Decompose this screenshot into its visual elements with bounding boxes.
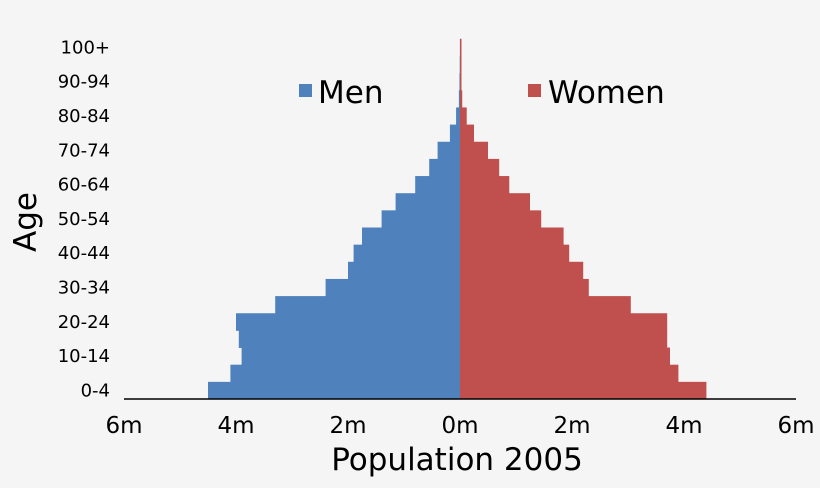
men-bar-80-84 <box>456 107 460 125</box>
women-bar-55-59 <box>460 193 530 211</box>
legend-men-label: Men <box>318 75 383 111</box>
women-bar-65-69 <box>460 158 500 177</box>
y-tick-label: 40-44 <box>58 243 110 264</box>
men-bar-25-29 <box>275 296 460 314</box>
x-axis-title: Population 2005 <box>331 442 583 478</box>
women-bar-85-89 <box>460 90 463 108</box>
women-bar-25-29 <box>460 296 631 314</box>
men-bar-5-9 <box>230 364 460 383</box>
women-bar-70-74 <box>460 141 488 160</box>
y-tick-labels: 0-4 10-14 20-24 30-34 40-44 50-54 60-64 70-74 80… <box>58 37 110 401</box>
y-tick-label: 100+ <box>61 37 110 58</box>
men-bar-85-89 <box>458 90 461 108</box>
women-bar-90-94 <box>460 73 462 91</box>
women-bar-20-24 <box>460 313 668 331</box>
women-bar-100+ <box>460 38 462 57</box>
y-tick-label: 20-24 <box>58 312 110 333</box>
women-bar-45-49 <box>460 227 564 246</box>
x-tick-label: 6m <box>105 413 142 439</box>
men-bar-20-24 <box>236 313 460 331</box>
women-bar-95-99 <box>460 56 462 74</box>
men-bar-75-79 <box>449 124 460 143</box>
men-bar-10-14 <box>241 347 460 366</box>
men-bar-40-44 <box>353 244 460 263</box>
legend-women-swatch <box>528 84 541 97</box>
y-axis-title: Age <box>8 192 44 252</box>
x-tick-labels: 6m 4m 2m 0m 2m 4m 6m <box>105 413 814 439</box>
men-bar-60-64 <box>415 176 460 194</box>
women-bar-10-14 <box>460 347 670 366</box>
x-tick-label: 4m <box>665 413 702 439</box>
women-bar-80-84 <box>460 107 467 125</box>
y-tick-label: 80-84 <box>58 106 110 127</box>
x-tick-label: 2m <box>329 413 366 439</box>
men-bar-0-4 <box>208 381 460 400</box>
men-bar-65-69 <box>429 158 460 177</box>
men-bar-30-34 <box>325 278 460 297</box>
men-bar-45-49 <box>362 227 460 246</box>
x-tick-label: 0m <box>441 413 478 439</box>
women-bar-75-79 <box>460 124 474 143</box>
women-bar-60-64 <box>460 176 510 194</box>
legend: Men Women <box>299 75 665 111</box>
women-bar-30-34 <box>460 278 589 297</box>
women-bars <box>460 38 707 400</box>
y-tick-label: 50-54 <box>58 209 110 230</box>
women-bar-15-19 <box>460 330 668 348</box>
y-tick-label: 30-34 <box>58 278 110 299</box>
y-tick-label: 90-94 <box>58 72 110 93</box>
women-bar-40-44 <box>460 244 570 263</box>
y-tick-label: 70-74 <box>58 140 110 161</box>
y-tick-label: 60-64 <box>58 175 110 196</box>
legend-men-swatch <box>299 84 312 97</box>
women-bar-50-54 <box>460 210 542 228</box>
x-tick-label: 2m <box>553 413 590 439</box>
y-tick-label: 0-4 <box>81 380 110 401</box>
women-bar-5-9 <box>460 364 679 383</box>
women-bar-35-39 <box>460 261 584 280</box>
y-tick-label: 10-14 <box>58 346 110 367</box>
x-tick-label: 6m <box>777 413 814 439</box>
men-bar-15-19 <box>238 330 460 348</box>
men-bar-35-39 <box>348 261 460 280</box>
legend-women-label: Women <box>548 75 665 111</box>
men-bar-55-59 <box>395 193 460 211</box>
men-bar-50-54 <box>381 210 460 228</box>
x-tick-label: 4m <box>217 413 254 439</box>
men-bar-70-74 <box>437 141 460 160</box>
women-bar-0-4 <box>460 381 707 400</box>
men-bars <box>208 38 462 400</box>
